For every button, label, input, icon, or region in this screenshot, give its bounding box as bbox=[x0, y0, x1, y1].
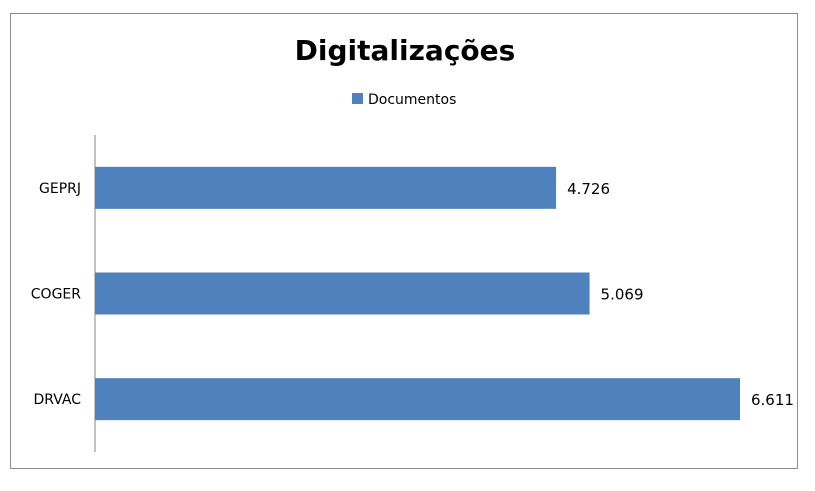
category-label-coger: COGER bbox=[31, 287, 81, 303]
category-label-geprj: GEPRJ bbox=[39, 181, 81, 197]
bars-group bbox=[95, 166, 740, 421]
bar-coger bbox=[95, 272, 590, 315]
category-label-drvac: DRVAC bbox=[33, 392, 81, 408]
bar-drvac bbox=[95, 378, 740, 421]
value-labels: 4.726 5.069 6.611 bbox=[567, 180, 794, 409]
legend: Documentos bbox=[352, 92, 456, 108]
value-label-drvac: 6.611 bbox=[751, 391, 794, 409]
value-label-coger: 5.069 bbox=[601, 286, 644, 304]
chart-title: Digitalizações bbox=[295, 34, 516, 67]
value-label-geprj: 4.726 bbox=[567, 180, 610, 198]
category-labels: GEPRJ COGER DRVAC bbox=[31, 181, 81, 408]
bar-geprj bbox=[95, 166, 557, 209]
legend-label: Documentos bbox=[368, 92, 456, 108]
legend-swatch bbox=[352, 93, 363, 104]
